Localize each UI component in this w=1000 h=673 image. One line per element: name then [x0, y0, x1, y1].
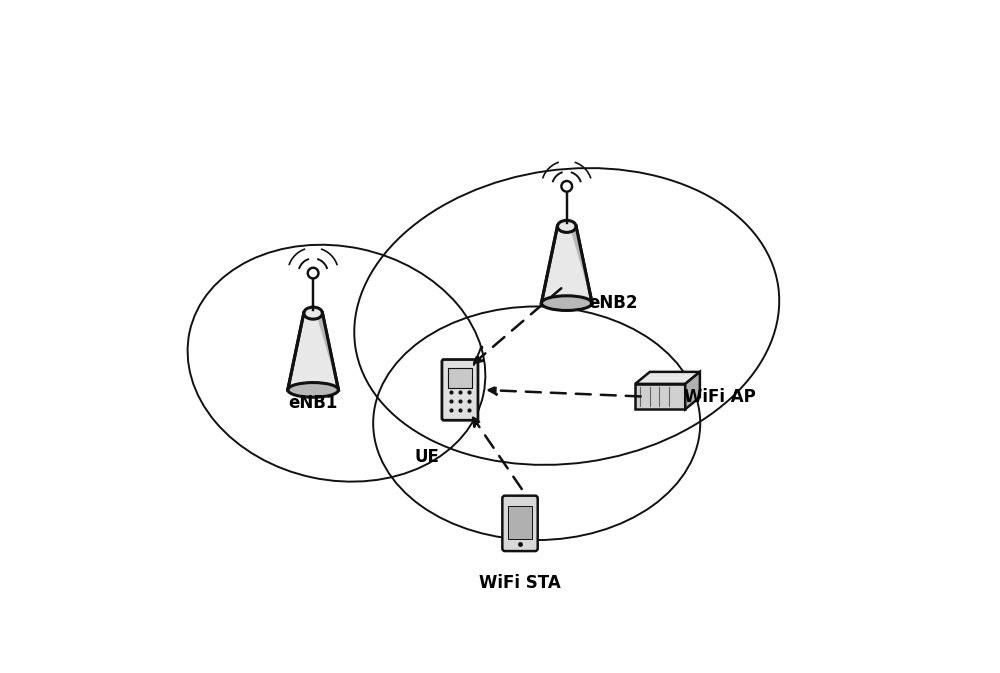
Text: WiFi AP: WiFi AP — [684, 388, 756, 406]
Text: eNB1: eNB1 — [288, 394, 338, 413]
Ellipse shape — [541, 296, 592, 310]
FancyBboxPatch shape — [442, 359, 478, 420]
Text: UE: UE — [414, 448, 439, 466]
Ellipse shape — [557, 220, 576, 232]
Circle shape — [561, 181, 572, 192]
Polygon shape — [541, 226, 592, 303]
Polygon shape — [635, 384, 685, 409]
Polygon shape — [288, 313, 338, 390]
Text: WiFi STA: WiFi STA — [479, 575, 561, 592]
FancyBboxPatch shape — [508, 506, 532, 539]
Polygon shape — [635, 372, 700, 384]
Polygon shape — [685, 372, 700, 409]
Ellipse shape — [304, 307, 322, 319]
Polygon shape — [316, 313, 338, 390]
Circle shape — [308, 268, 318, 279]
Polygon shape — [570, 226, 592, 303]
FancyBboxPatch shape — [448, 368, 472, 388]
Ellipse shape — [288, 382, 338, 397]
FancyBboxPatch shape — [502, 496, 538, 551]
Text: eNB2: eNB2 — [589, 294, 638, 312]
